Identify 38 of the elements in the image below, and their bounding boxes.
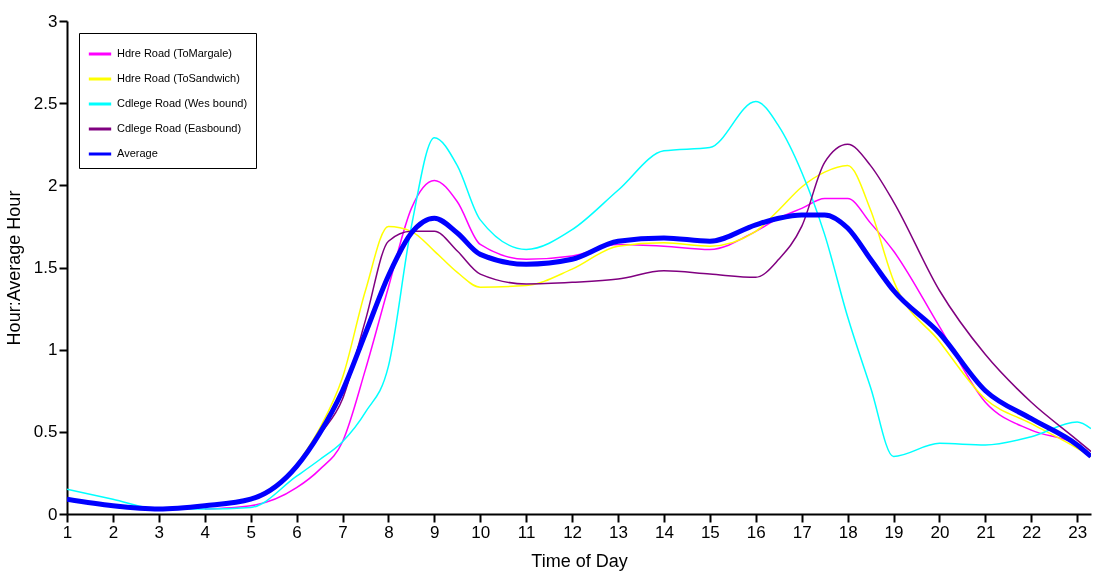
x-tick-label: 14: [654, 522, 674, 542]
x-tick-label: 20: [930, 522, 950, 542]
x-tick-label: 10: [471, 522, 491, 542]
x-tick-label: 4: [200, 522, 210, 542]
x-tick-label: 19: [884, 522, 904, 542]
y-tick-label: 1.5: [33, 258, 58, 277]
legend-label: Average: [117, 147, 158, 159]
x-tick-label: 6: [292, 522, 302, 542]
x-tick-label: 16: [746, 522, 766, 542]
line-series: [67, 100, 1091, 510]
y-tick-label: 0.5: [33, 422, 58, 442]
x-tick-label: 12: [563, 522, 583, 542]
y-axis-title: Hour:Average Hour: [3, 190, 24, 346]
x-tick-label: 1: [62, 522, 73, 542]
x-tick-label: 8: [384, 522, 394, 542]
legend-label: Hdre Road (ToMargale): [117, 47, 232, 59]
legend-label: Cdlege Road (Easbound): [117, 122, 242, 134]
x-tick-label: 9: [430, 522, 440, 542]
x-axis-title: Time of Day: [531, 550, 628, 571]
legend-label: Hdre Road (ToSandwich): [117, 72, 240, 84]
x-tick-label: 11: [517, 522, 536, 542]
x-tick-label: 17: [792, 522, 812, 542]
legend-label: Cdlege Road (Wes bound): [117, 97, 248, 109]
x-tick-label: 3: [154, 522, 165, 542]
x-tick-label: 22: [1022, 522, 1042, 542]
x-tick-label: 23: [1068, 522, 1088, 542]
x-tick-label: 21: [976, 522, 996, 542]
x-tick-label: 15: [700, 522, 720, 542]
y-tick-label: 1: [48, 340, 58, 360]
x-tick-label: 18: [838, 522, 858, 542]
y-tick-label: 0: [48, 504, 58, 524]
y-tick-label: 3: [48, 11, 58, 31]
y-tick-label: 2: [48, 175, 58, 195]
x-tick-label: 7: [338, 522, 348, 542]
y-tick-label: 2.5: [33, 93, 58, 113]
x-tick-label: 5: [246, 522, 256, 542]
x-tick-label: 2: [108, 522, 119, 542]
x-tick-label: 13: [609, 522, 628, 542]
